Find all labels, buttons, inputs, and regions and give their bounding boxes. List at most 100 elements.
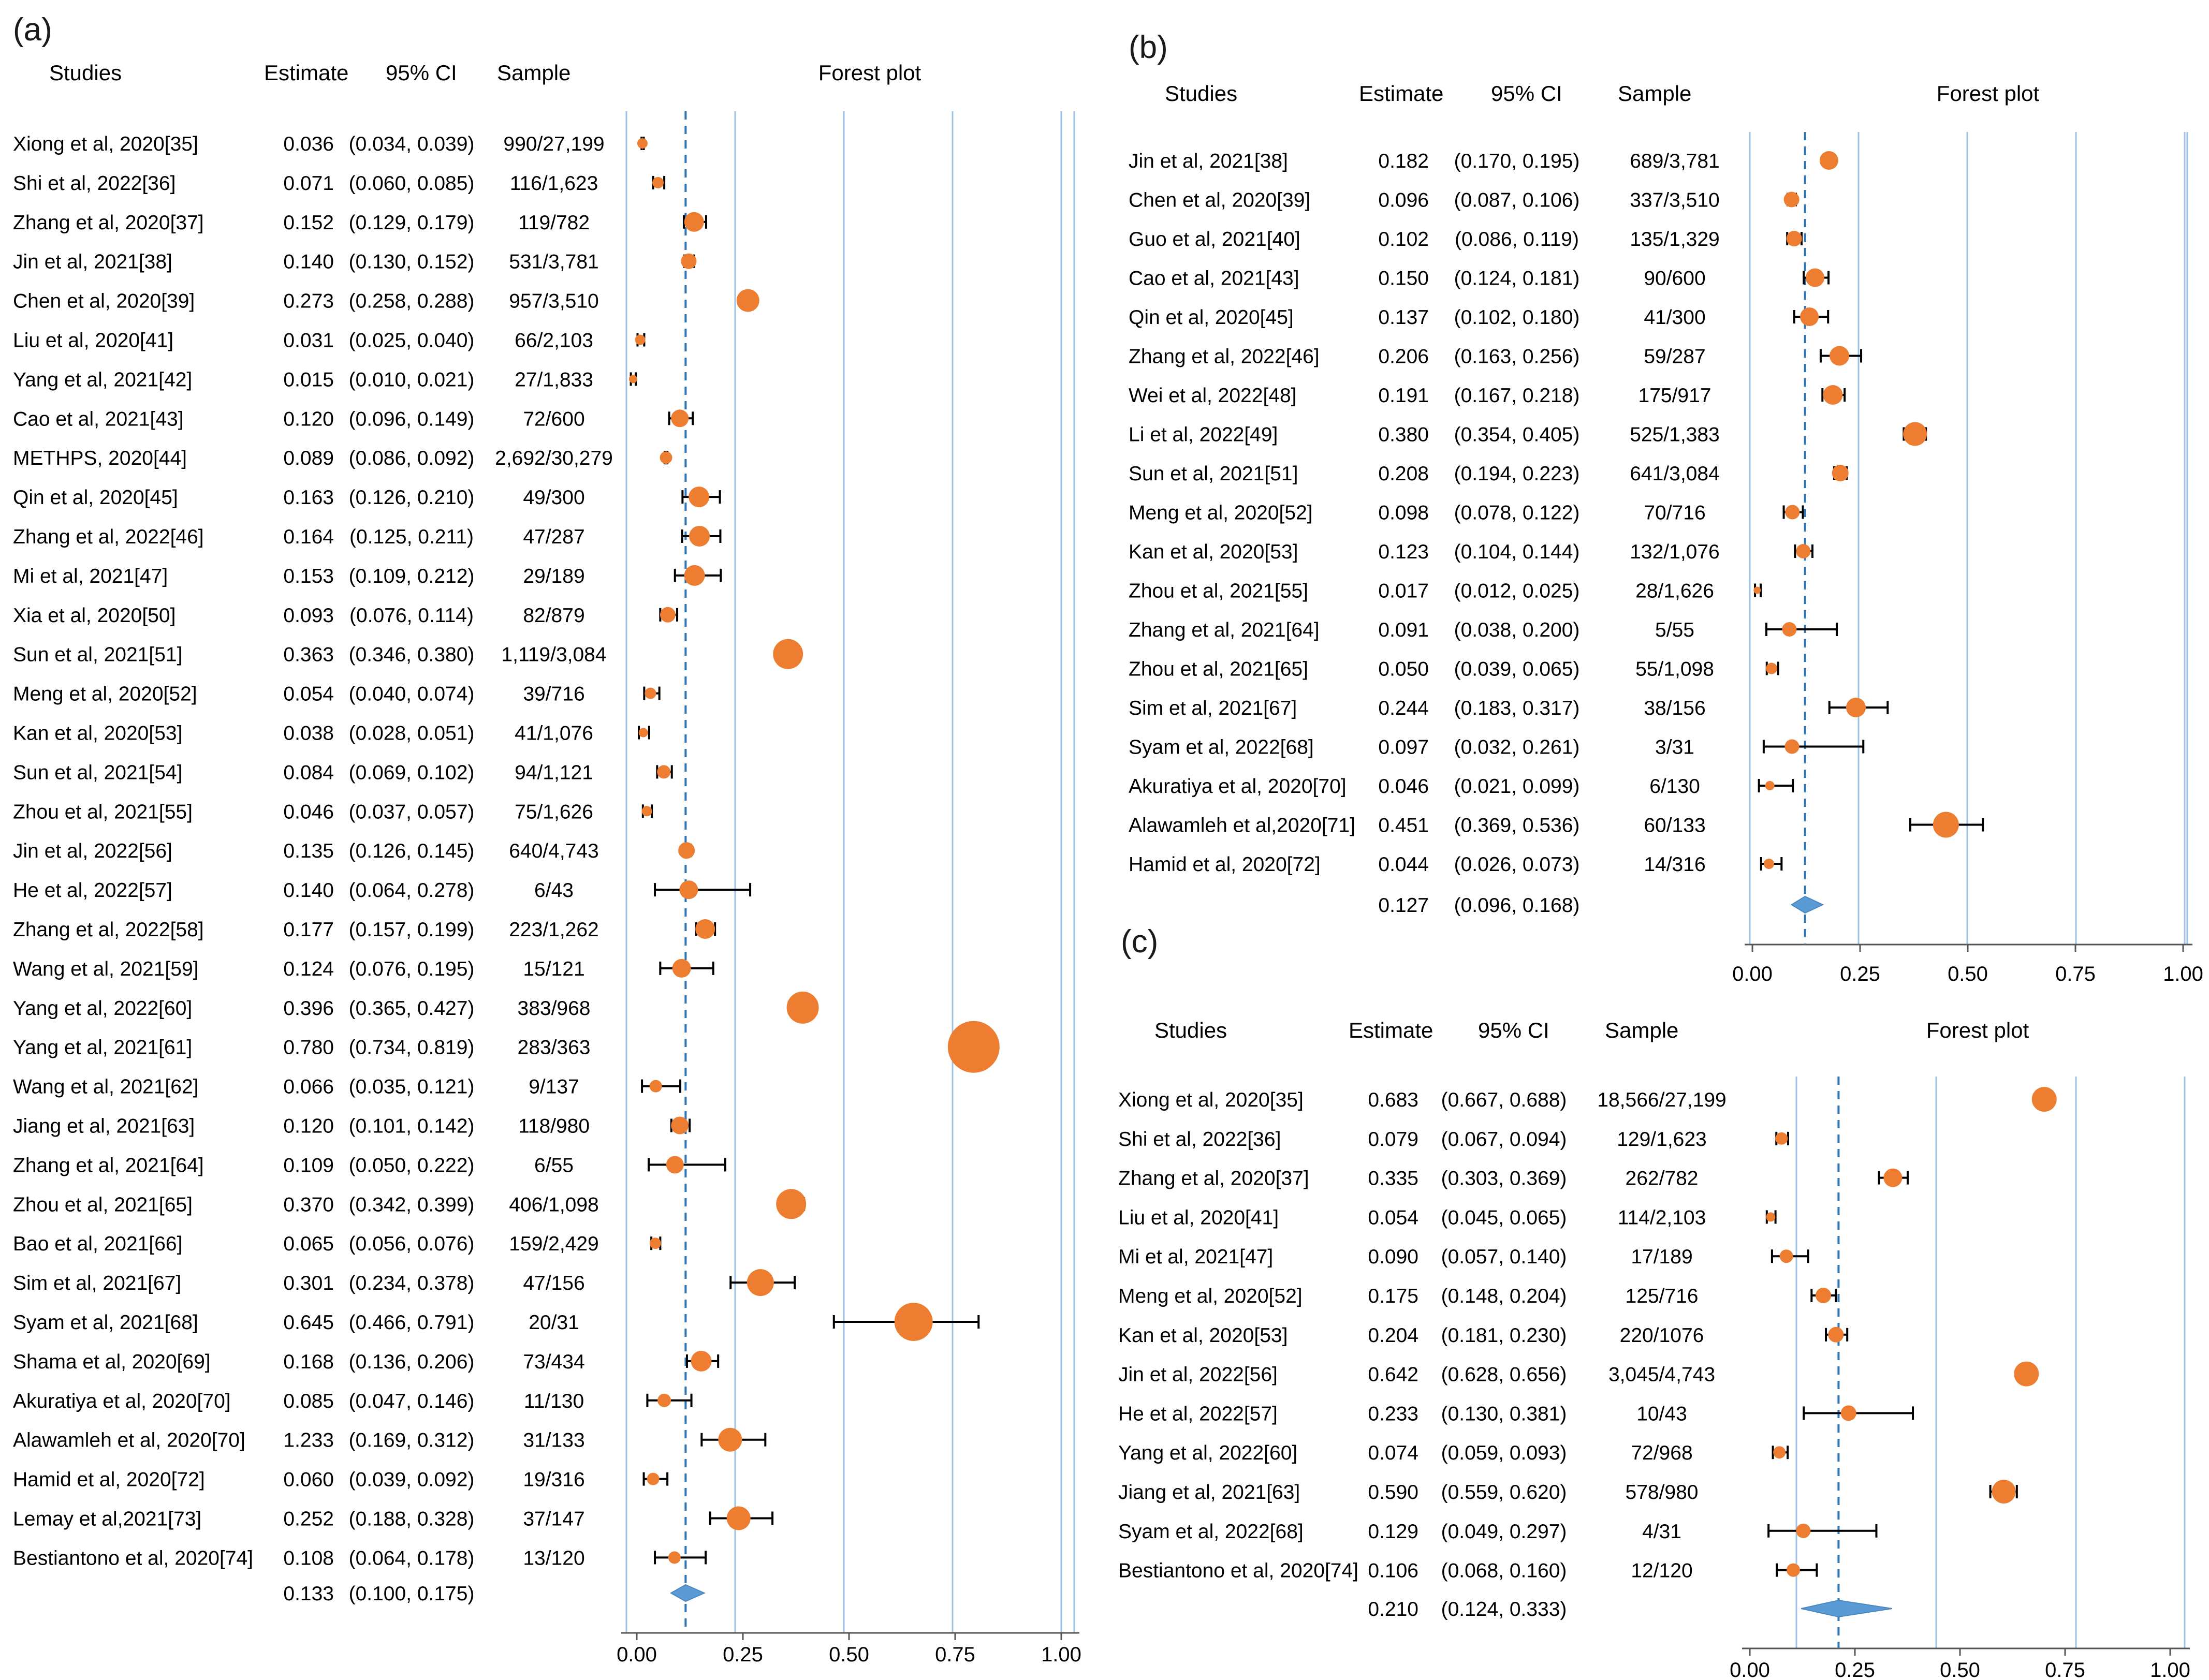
study-name: Akuratiya et al, 2020[70] (13, 1390, 231, 1412)
study-estimate: 0.108 (283, 1547, 334, 1569)
study-estimate: 0.168 (283, 1351, 334, 1373)
study-name: Kan et al, 2020[53] (1129, 541, 1298, 563)
study-sample: 6/55 (534, 1154, 574, 1176)
study-point (776, 1189, 807, 1219)
study-sample: 119/782 (518, 212, 590, 234)
study-name: Zhang et al, 2022[46] (13, 526, 204, 548)
study-name: Syam et al, 2022[68] (1129, 736, 1314, 759)
study-estimate: 0.182 (1378, 150, 1429, 172)
study-sample: 38/156 (1644, 697, 1705, 719)
header-estimate: Estimate (1349, 1018, 1433, 1042)
study-sample: 525/1,383 (1630, 424, 1720, 446)
study-sample: 12/120 (1631, 1560, 1692, 1582)
study-estimate: 0.642 (1368, 1364, 1418, 1386)
study-estimate: 0.135 (283, 840, 334, 862)
study-ci: (0.125, 0.211) (349, 526, 474, 548)
study-name: Xiong et al, 2020[35] (1118, 1089, 1304, 1111)
study-estimate: 0.129 (1368, 1521, 1418, 1543)
study-ci: (0.157, 0.199) (349, 919, 475, 941)
study-sample: 132/1,076 (1630, 541, 1720, 563)
study-point (666, 1156, 684, 1174)
study-name: Meng et al, 2020[52] (1129, 502, 1313, 524)
study-name: Akuratiya et al, 2020[70] (1129, 775, 1347, 798)
study-sample: 9/137 (529, 1076, 579, 1098)
study-sample: 13/120 (523, 1547, 584, 1569)
study-ci: (0.021, 0.099) (1454, 775, 1580, 798)
study-name: Jin et al, 2022[56] (1118, 1364, 1278, 1386)
study-name: Zhou et al, 2021[55] (13, 801, 193, 823)
study-sample: 20/31 (529, 1311, 579, 1334)
study-name: Alawamleh et al,2020[71] (1129, 815, 1355, 837)
study-estimate: 0.046 (1378, 775, 1429, 798)
study-sample: 72/968 (1631, 1442, 1692, 1464)
study-sample: 406/1,098 (509, 1193, 599, 1216)
study-name: Kan et al, 2020[53] (1118, 1324, 1288, 1347)
study-estimate: 0.097 (1378, 736, 1429, 759)
study-sample: 10/43 (1636, 1403, 1687, 1425)
study-estimate: 0.590 (1368, 1481, 1418, 1504)
study-ci: (0.038, 0.200) (1454, 619, 1580, 641)
study-estimate: 0.038 (283, 723, 334, 745)
study-point (2031, 1087, 2057, 1112)
study-sample: 29/189 (523, 565, 584, 587)
study-sample: 28/1,626 (1635, 580, 1714, 602)
study-point (786, 991, 819, 1024)
study-point (1782, 622, 1797, 637)
study-point (1830, 346, 1850, 366)
study-estimate: 0.380 (1378, 424, 1429, 446)
study-ci: (0.183, 0.317) (1454, 697, 1580, 719)
study-ci: (0.234, 0.378) (349, 1272, 475, 1294)
study-sample: 49/300 (523, 487, 584, 509)
header-forest-plot: Forest plot (1937, 81, 2040, 106)
study-ci: (0.101, 0.142) (349, 1115, 475, 1138)
study-point (718, 1427, 742, 1452)
study-ci: (0.050, 0.222) (349, 1154, 475, 1176)
study-point (1775, 1132, 1788, 1145)
study-ci: (0.342, 0.399) (349, 1193, 475, 1216)
study-point (681, 253, 697, 269)
study-name: Yang et al, 2022[60] (1118, 1442, 1297, 1464)
study-estimate: 0.050 (1378, 658, 1429, 681)
study-name: Hamid et al, 2020[72] (1129, 853, 1321, 876)
study-name: Zhou et al, 2021[65] (13, 1193, 193, 1216)
study-point (672, 959, 691, 978)
study-ci: (0.057, 0.140) (1441, 1246, 1567, 1268)
study-sample: 66/2,103 (515, 330, 593, 352)
study-name: He et al, 2022[57] (1118, 1403, 1278, 1425)
study-point (1816, 1288, 1831, 1303)
study-ci: (0.047, 0.146) (349, 1390, 475, 1412)
study-sample: 689/3,781 (1630, 150, 1720, 172)
study-estimate: 0.084 (283, 761, 334, 784)
study-ci: (0.258, 0.288) (349, 290, 475, 313)
header-studies: Studies (1165, 81, 1237, 106)
study-point (695, 919, 715, 939)
header-sample: Sample (1618, 81, 1691, 106)
x-tick-label: 0.75 (935, 1643, 975, 1666)
pooled-estimate: 0.127 (1378, 894, 1429, 917)
study-name: Syam et al, 2021[68] (13, 1311, 198, 1334)
study-point (628, 375, 637, 384)
header-forest-plot: Forest plot (1926, 1018, 2029, 1042)
study-ci: (0.076, 0.195) (349, 958, 475, 980)
x-tick-label: 0.50 (829, 1643, 869, 1666)
study-estimate: 0.060 (283, 1469, 334, 1491)
x-tick-label: 0.50 (1940, 1659, 1980, 1680)
study-sample: 70/716 (1644, 502, 1705, 524)
x-tick-label: 0.00 (1732, 963, 1773, 985)
study-point (684, 565, 705, 586)
pooled-ci: (0.100, 0.175) (349, 1583, 475, 1605)
study-estimate: 0.106 (1368, 1560, 1418, 1582)
study-estimate: 0.137 (1378, 306, 1429, 329)
study-ci: (0.126, 0.145) (349, 840, 475, 862)
study-point (638, 728, 648, 738)
x-tick-label: 1.00 (1041, 1643, 1081, 1666)
study-ci: (0.667, 0.688) (1441, 1089, 1567, 1111)
study-ci: (0.064, 0.178) (349, 1547, 475, 1569)
study-sample: 19/316 (523, 1469, 584, 1491)
study-sample: 262/782 (1626, 1168, 1699, 1190)
study-point (668, 1551, 681, 1564)
study-sample: 283/363 (518, 1037, 591, 1059)
study-ci: (0.734, 0.819) (349, 1037, 475, 1059)
study-point (1806, 268, 1824, 287)
study-point (649, 1237, 661, 1249)
